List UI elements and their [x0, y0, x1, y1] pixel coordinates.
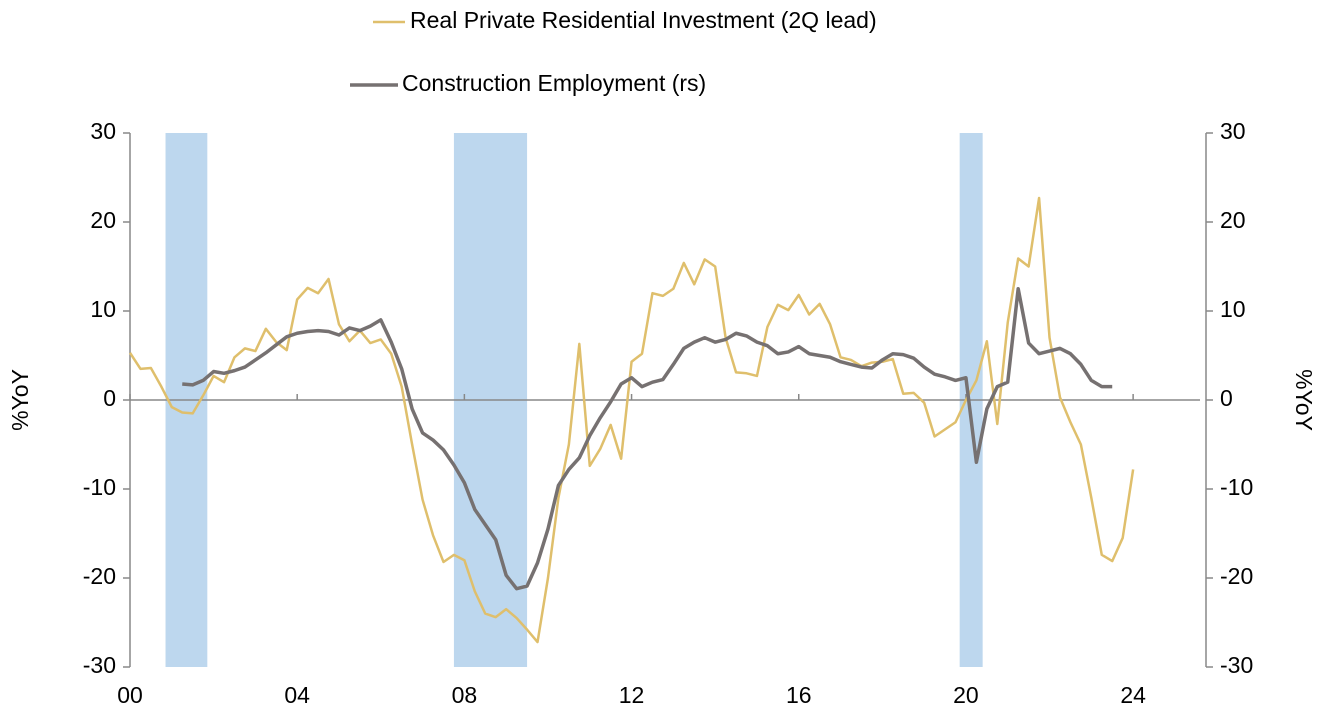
y2-tick-label: 30	[1220, 118, 1246, 144]
series-line	[128, 196, 1135, 644]
x-tick-label: 24	[1120, 682, 1146, 708]
y-tick-label: 20	[90, 207, 116, 233]
series-line	[182, 287, 1113, 591]
y-tick-label: -20	[83, 563, 116, 589]
y2-tick-label: 10	[1220, 296, 1246, 322]
x-tick-label: 16	[786, 682, 812, 708]
legend-label: Construction Employment (rs)	[402, 70, 706, 96]
y-tick-label: -10	[83, 474, 116, 500]
legend-label: Real Private Residential Investment (2Q …	[410, 7, 877, 33]
x-tick-label: 04	[284, 682, 310, 708]
y-tick-label: 10	[90, 296, 116, 322]
x-tick-label: 08	[452, 682, 478, 708]
y-axis-label: %YoY	[7, 369, 33, 431]
y2-tick-label: -30	[1220, 652, 1253, 678]
y-tick-label: -30	[83, 652, 116, 678]
x-tick-label: 20	[953, 682, 979, 708]
x-tick-label: 12	[619, 682, 645, 708]
y2-tick-label: -20	[1220, 563, 1253, 589]
y-tick-label: 0	[103, 385, 116, 411]
y2-axis-label: %YoY	[1291, 369, 1317, 431]
x-tick-label: 00	[117, 682, 143, 708]
y2-tick-label: 20	[1220, 207, 1246, 233]
y2-tick-label: 0	[1220, 385, 1233, 411]
y2-tick-label: -10	[1220, 474, 1253, 500]
y-tick-label: 30	[90, 118, 116, 144]
